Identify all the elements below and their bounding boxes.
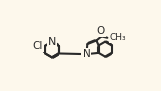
Text: CH₃: CH₃: [110, 33, 126, 42]
Text: N: N: [83, 49, 90, 59]
Text: N: N: [48, 37, 56, 47]
Text: Cl: Cl: [33, 41, 43, 51]
Text: O: O: [96, 26, 105, 36]
